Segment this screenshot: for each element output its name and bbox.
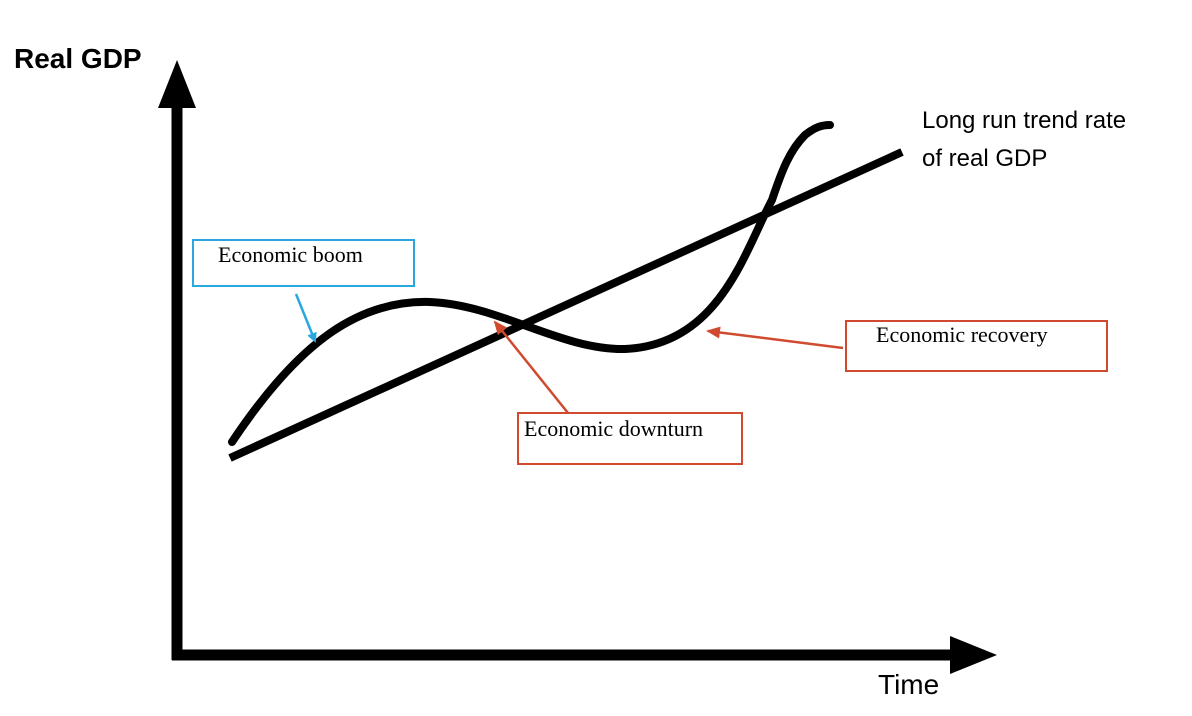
boom-label: Economic boom [218,242,363,267]
trend-label-line1: Long run trend rate [922,107,1126,134]
actual-gdp-curve [228,121,834,446]
recovery-arrow [706,326,844,350]
x-axis-arrowhead [950,636,997,674]
trend-line [228,148,904,462]
downturn-box [517,412,743,465]
recovery-label: Economic recovery [876,322,1048,347]
downturn-arrow [493,320,569,414]
boom-arrow [294,293,317,343]
y-axis-label: Real GDP [14,43,142,74]
boom-box [192,239,415,287]
downturn-label: Economic downturn [524,416,703,441]
y-axis-arrowhead [158,60,196,108]
trend-label-line2: of real GDP [922,145,1047,172]
x-axis-label: Time [878,669,939,700]
recovery-box [845,320,1108,372]
